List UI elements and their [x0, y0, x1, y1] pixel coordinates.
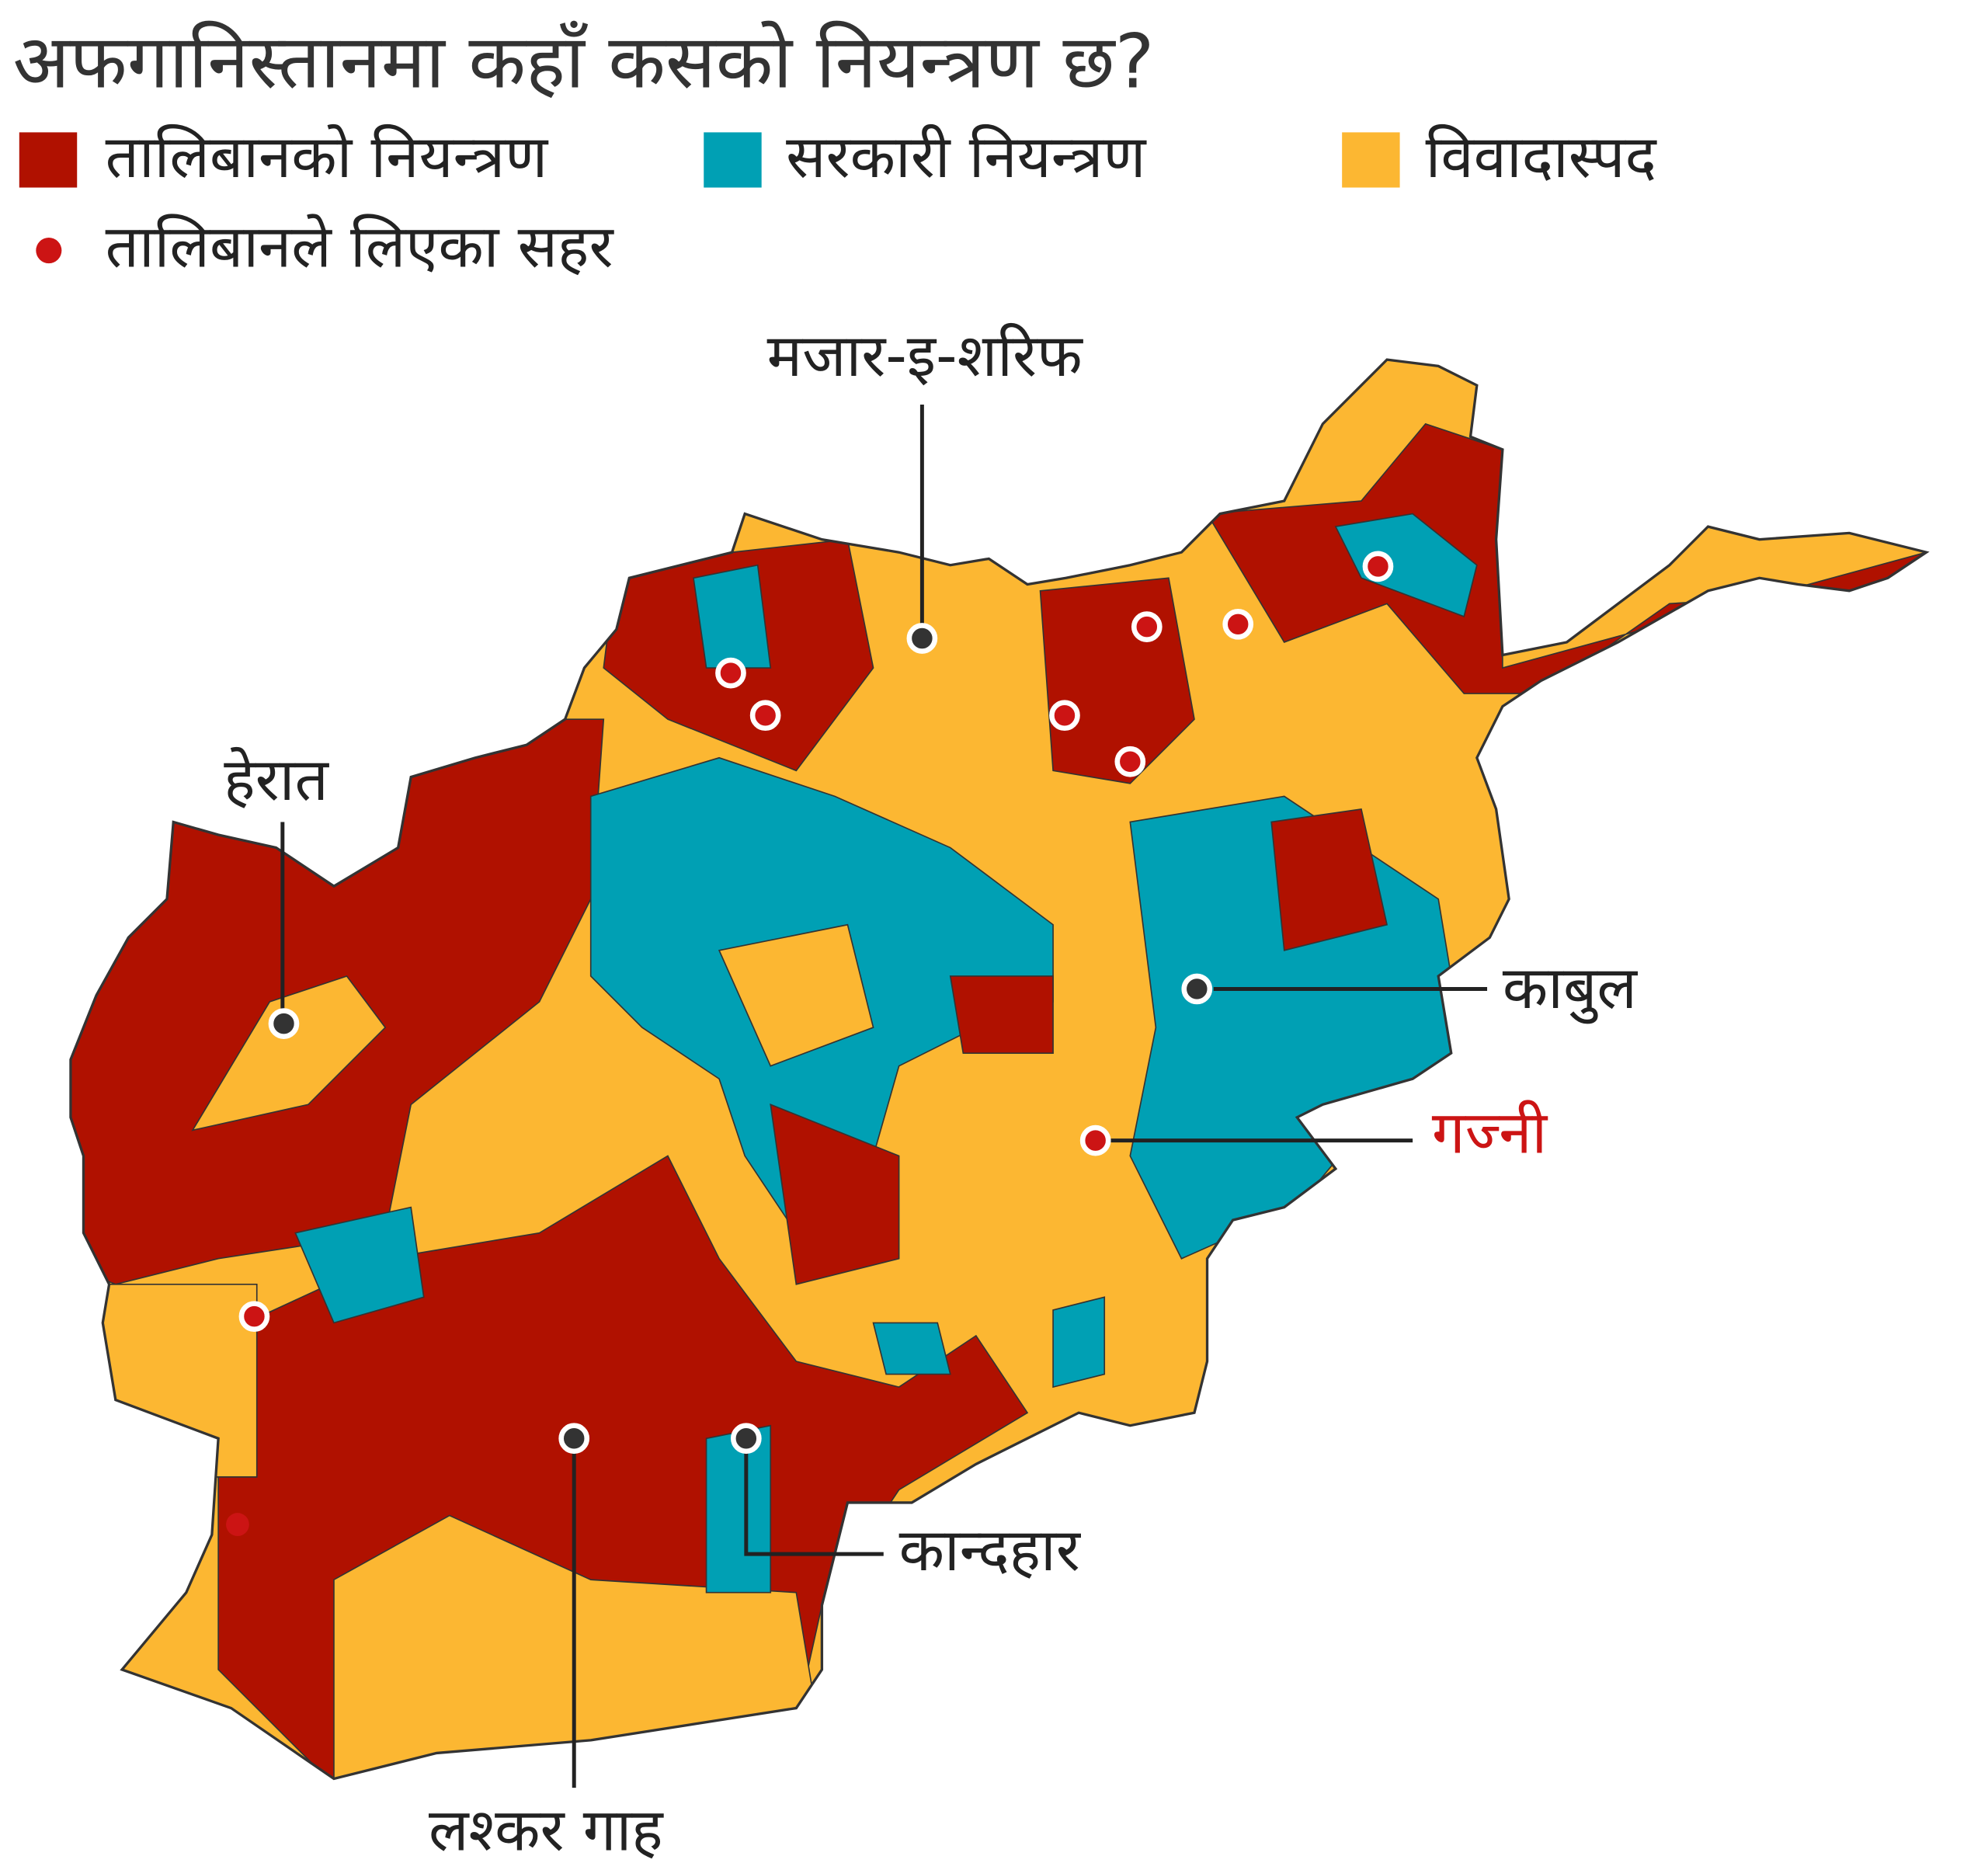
city-label: लश्कर गाह	[429, 1795, 664, 1865]
city-label: हेरात	[224, 745, 329, 814]
legend-swatch	[704, 132, 762, 188]
city-marker	[730, 1423, 762, 1455]
leader-line	[744, 1438, 884, 1556]
title: अफगानिस्तानमा कहाँ कसको नियन्त्रण छ?	[13, 18, 1155, 105]
region	[949, 975, 1054, 1054]
taken-city-marker	[226, 1513, 249, 1536]
city-marker	[558, 1423, 590, 1455]
legend-swatch	[1342, 132, 1400, 188]
city-marker	[1181, 973, 1213, 1005]
taken-city-marker	[1079, 1124, 1111, 1156]
legend-label: विवादास्पद	[1426, 122, 1658, 191]
taken-city-marker	[1362, 551, 1394, 582]
map-regions	[70, 360, 1927, 1779]
taken-city-marker	[1049, 700, 1080, 732]
region	[1052, 1296, 1106, 1389]
taken-city-marker	[715, 657, 746, 689]
taken-city-marker	[749, 700, 781, 732]
region	[872, 1322, 951, 1375]
region	[693, 564, 772, 669]
legend-label: सरकारी नियन्त्रण	[786, 122, 1147, 191]
region	[191, 975, 387, 1131]
city-label: काबुल	[1503, 953, 1639, 1024]
region	[1270, 808, 1388, 951]
taken-city-marker	[1114, 746, 1146, 777]
legend-label: तालिबानको नियन्त्रण	[106, 122, 550, 191]
city-markers	[226, 551, 1394, 1536]
region	[718, 923, 874, 1067]
region	[1334, 513, 1478, 617]
city-label: गज्नी	[1432, 1098, 1548, 1167]
taken-city-marker	[1131, 611, 1163, 642]
region	[770, 1103, 900, 1285]
legend-label: तालिबानले लिएका सहर	[106, 212, 615, 281]
city-label: कान्दहार	[899, 1515, 1082, 1584]
taken-city-marker	[1222, 608, 1254, 640]
region	[294, 1206, 425, 1324]
legend-dot	[36, 238, 62, 264]
taken-city-marker	[238, 1301, 270, 1333]
legend-swatch	[19, 132, 78, 188]
city-label: मजार-इ-शरिफ	[767, 321, 1084, 390]
leader-lines	[280, 405, 1488, 1788]
region	[102, 1283, 258, 1478]
city-marker	[268, 1008, 300, 1039]
city-marker	[906, 623, 938, 654]
